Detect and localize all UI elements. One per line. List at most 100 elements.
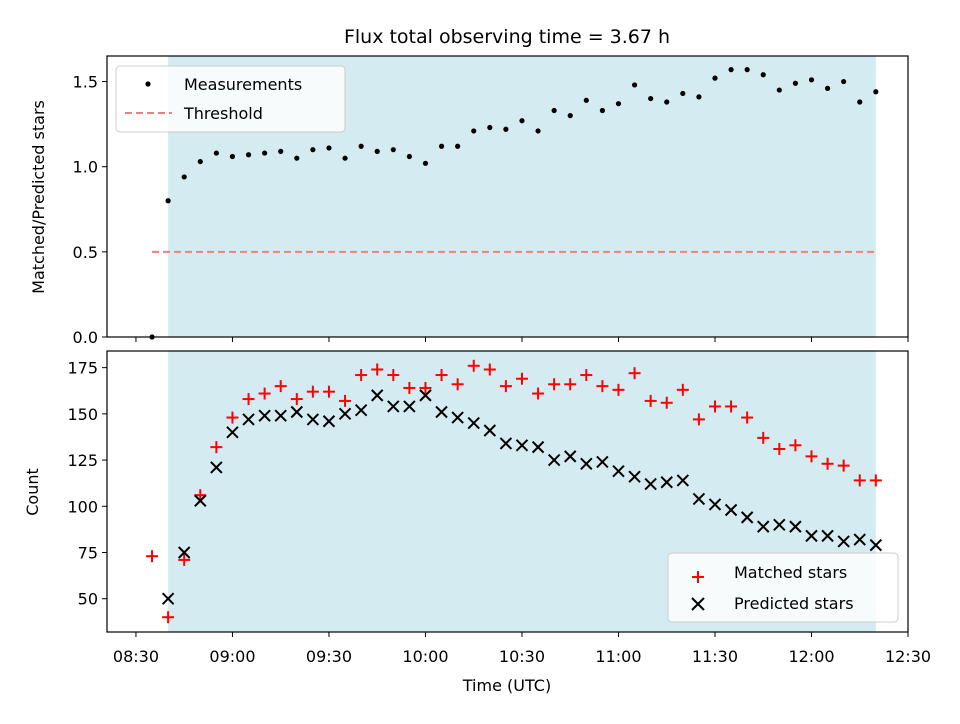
matched-star-point (515, 372, 528, 385)
measurement-point (808, 77, 815, 83)
measurement-point (213, 150, 219, 156)
legend-measurements-label: Measurements (184, 75, 302, 94)
measurement-point (262, 150, 268, 156)
matched-star-point (162, 611, 175, 624)
matched-star-point (226, 411, 239, 424)
measurement-point (342, 155, 348, 161)
x-axis-label: Time (UTC) (462, 676, 551, 695)
bottom-legend-box (667, 552, 899, 623)
measurement-point (278, 148, 284, 154)
matched-star-point (435, 369, 448, 382)
matched-star-point (306, 385, 319, 398)
predicted-star-point (435, 405, 448, 419)
matched-star-point (612, 383, 625, 396)
x-tick-label: 11:00 (595, 647, 641, 666)
measurement-point (229, 153, 236, 160)
matched-star-point (467, 359, 480, 372)
matched-star-point (837, 459, 850, 472)
x-tick-label: 09:30 (306, 647, 352, 666)
measurement-point (776, 87, 782, 93)
predicted-star-point (322, 415, 336, 428)
measurement-point (648, 95, 654, 102)
matched-star-point (532, 387, 545, 400)
measurement-point (165, 198, 171, 204)
matched-star-point (242, 393, 255, 406)
measurement-point (326, 145, 332, 151)
y-tick-label: 0.0 (73, 328, 98, 347)
x-tick-label: 11:30 (692, 647, 738, 666)
measurement-point (374, 148, 380, 154)
x-tick-label: 12:30 (885, 647, 931, 666)
bottom-x-ticks: 08:30 09:00 09:30 10:00 10:30 11:00 11:30 12:00… (113, 632, 931, 666)
bottom-axes-frame (106, 350, 909, 633)
measurement-point (519, 118, 525, 124)
measurement-point (455, 143, 461, 149)
predicted-star-point (692, 492, 706, 506)
predicted-star-point (564, 450, 577, 463)
predicted-star-point (580, 457, 593, 470)
legend-measurements-marker (145, 81, 151, 87)
matched-star-point (596, 380, 609, 393)
y-tick-label: 50 (78, 590, 98, 609)
matched-star-point (355, 369, 368, 382)
y-tick-label: 175 (67, 359, 98, 378)
predicted-star-point (773, 518, 786, 531)
predicted-star-point (451, 411, 464, 424)
matched-star-point (644, 394, 657, 407)
predicted-star-point (387, 400, 400, 413)
matched-star-point (757, 431, 770, 444)
predicted-star-point (596, 455, 609, 469)
predicted-star-point (483, 424, 497, 437)
measurement-point (583, 97, 589, 103)
top-legend-box (115, 65, 346, 133)
predicted-star-point (821, 529, 834, 543)
top-x-ticks (135, 337, 909, 342)
matched-star-point (821, 457, 834, 470)
x-tick-label: 09:00 (209, 647, 255, 666)
matched-star-point (805, 450, 818, 463)
matched-star-point (660, 396, 673, 409)
measurement-point (712, 75, 718, 81)
predicted-star-point (676, 474, 690, 487)
matched-star-point (676, 383, 689, 396)
y-tick-label: 1.0 (73, 158, 98, 177)
legend-predicted-label: Predicted stars (734, 594, 854, 613)
predicted-star-point (499, 437, 513, 450)
measurement-point (358, 143, 364, 149)
y-tick-label: 150 (67, 405, 98, 424)
measurement-point (245, 152, 252, 158)
predicted-star-point (467, 416, 480, 430)
measurement-point (680, 90, 686, 97)
measurement-point (873, 89, 879, 95)
predicted-star-point (724, 503, 738, 517)
matched-star-point (773, 442, 786, 455)
top-y-axis-label: Matched/Predicted stars (29, 100, 48, 294)
predicted-star-point (177, 546, 191, 559)
matched-star-point (274, 380, 287, 393)
predicted-star-point (258, 409, 271, 422)
matched-star-point (741, 411, 754, 424)
predicted-star-point (161, 592, 175, 605)
top-legend: Measurements Threshold (115, 65, 346, 133)
measurement-point (824, 85, 831, 91)
predicted-star-point (290, 405, 304, 419)
matched-star-point (564, 378, 577, 391)
predicted-star-point (274, 409, 287, 422)
matched-star-point (194, 489, 207, 502)
legend-predicted-marker (691, 597, 705, 611)
bottom-y-axis-label: Count (23, 468, 42, 516)
predicted-star-point (194, 494, 207, 507)
measurement-point (551, 107, 557, 114)
measurement-point (792, 80, 799, 86)
predicted-star-point (226, 426, 239, 439)
matched-star-point (692, 413, 705, 426)
matched-star-point (371, 363, 384, 376)
measurement-point (471, 128, 477, 134)
chart-title: Flux total observing time = 3.67 h (344, 26, 670, 48)
measurement-point (728, 67, 734, 73)
measurement-point (744, 67, 750, 73)
matched-star-point (146, 550, 159, 563)
predicted-star-point (644, 477, 657, 491)
predicted-star-point (210, 461, 223, 474)
